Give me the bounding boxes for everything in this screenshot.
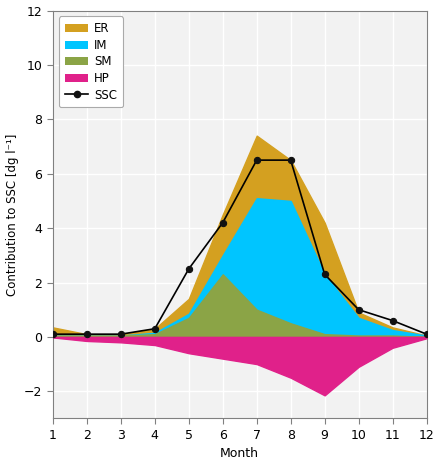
X-axis label: Month: Month [220, 447, 259, 460]
Y-axis label: Contribution to SSC [dg l⁻¹]: Contribution to SSC [dg l⁻¹] [6, 133, 18, 296]
Legend: ER, IM, SM, HP, SSC: ER, IM, SM, HP, SSC [59, 16, 123, 108]
